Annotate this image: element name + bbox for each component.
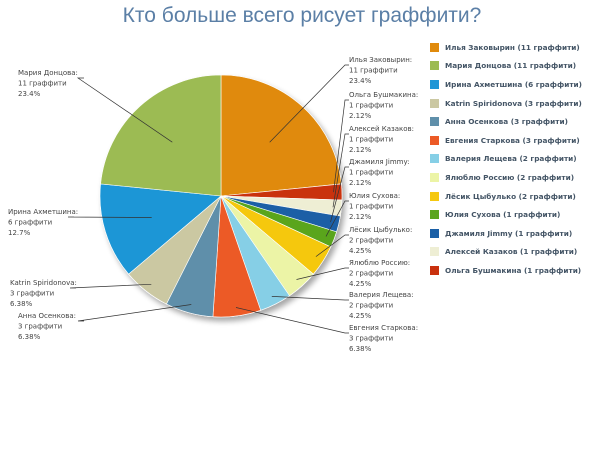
- data-label: Мария Донцова: 11 граффити 23.4%: [18, 69, 78, 98]
- legend-swatch: [430, 210, 439, 220]
- leader-line: [333, 99, 349, 193]
- legend-label: Валерия Лещева (2 граффити): [445, 154, 577, 164]
- data-label: Валерия Лещева: 2 граффити 4.25%: [349, 291, 414, 320]
- data-label: Ольга Бушмакина: 1 граффити 2.12%: [349, 91, 418, 120]
- legend-swatch: [430, 135, 439, 145]
- data-label: Алексей Казаков: 1 граффити 2.12%: [349, 125, 414, 154]
- leader-line: [235, 307, 349, 334]
- legend-swatch: [430, 191, 439, 201]
- leader-line: [296, 267, 349, 280]
- data-label: Ялюблю Россию: 2 граффити 4.25%: [349, 259, 410, 288]
- leader-line: [330, 166, 349, 223]
- leader-line: [271, 296, 349, 301]
- legend-label: Евгения Старкова (3 граффити): [445, 135, 580, 145]
- legend-swatch: [430, 265, 439, 275]
- legend-swatch: [430, 117, 439, 127]
- legend-swatch: [430, 247, 439, 257]
- legend-swatch: [430, 228, 439, 238]
- legend-item: Евгения Старкова (3 граффити): [430, 131, 582, 150]
- legend-label: Мария Донцова (11 граффити): [445, 61, 577, 71]
- legend-label: Анна Осенкова (3 граффити): [445, 117, 568, 127]
- chart-legend: Илья Заковырин (11 граффити) Мария Донцов…: [430, 38, 582, 280]
- data-label: Илья Заковырин: 11 граффити 23.4%: [349, 56, 412, 85]
- legend-swatch: [430, 61, 439, 71]
- leader-line: [269, 64, 349, 143]
- pie-slice: [99, 183, 222, 275]
- legend-label: Ялюблю Россию (2 граффити): [445, 172, 575, 182]
- legend-item: Валерия Лещева (2 граффити): [430, 150, 582, 169]
- data-label: Лёсик Цыбулько: 2 граффити 4.25%: [349, 226, 412, 255]
- data-label: Анна Осенкова: 3 граффити 6.38%: [18, 312, 76, 341]
- pie-slice: [220, 74, 342, 197]
- leader-line: [332, 133, 349, 208]
- leader-line: [67, 216, 152, 218]
- leader-line: [77, 304, 192, 322]
- legend-swatch: [430, 172, 439, 182]
- legend-item: Katrin Spiridonova (3 граффити): [430, 94, 582, 113]
- legend-item: Джамиля Jimmy (1 граффити): [430, 224, 582, 243]
- legend-label: Юлия Сухова (1 граффити): [445, 210, 561, 220]
- chart-title: Кто больше всего рисует граффити?: [122, 4, 482, 27]
- legend-label: Джамиля Jimmy (1 граффити): [445, 228, 573, 238]
- legend-swatch: [430, 154, 439, 164]
- legend-item: Мария Донцова (11 граффити): [430, 57, 582, 76]
- legend-item: Ялюблю Россию (2 граффити): [430, 168, 582, 187]
- legend-swatch: [430, 98, 439, 108]
- legend-label: Katrin Spiridonova (3 граффити): [445, 98, 582, 108]
- legend-label: Ирина Ахметшина (6 граффити): [445, 79, 582, 89]
- leader-line: [69, 283, 152, 289]
- data-label: Ирина Ахметшина: 6 граффити 12.7%: [8, 208, 78, 237]
- leader-line: [325, 200, 349, 237]
- legend-swatch: [430, 42, 439, 52]
- legend-label: Алексей Казаков (1 граффити): [445, 247, 578, 257]
- legend-item: Алексей Казаков (1 граффити): [430, 243, 582, 262]
- legend-item: Илья Заковырин (11 граффити): [430, 38, 582, 57]
- leader-line: [76, 77, 173, 143]
- data-label: Юлия Сухова: 1 граффити 2.12%: [349, 192, 400, 221]
- leader-line: [315, 234, 349, 257]
- legend-label: Ольга Бушмакина (1 граффити): [445, 265, 582, 275]
- legend-item: Юлия Сухова (1 граффити): [430, 205, 582, 224]
- legend-item: Анна Осенкова (3 граффити): [430, 112, 582, 131]
- data-label: Евгения Старкова: 3 граффити 6.38%: [349, 324, 418, 353]
- legend-item: Ирина Ахметшина (6 граффити): [430, 75, 582, 94]
- legend-swatch: [430, 79, 439, 89]
- legend-item: Ольга Бушмакина (1 граффити): [430, 261, 582, 280]
- data-label: Джамиля Jimmy: 1 граффити 2.12%: [349, 158, 409, 187]
- legend-item: Лёсик Цыбулько (2 граффити): [430, 187, 582, 206]
- legend-label: Илья Заковырин (11 граффити): [445, 42, 580, 52]
- legend-label: Лёсик Цыбулько (2 граффити): [445, 191, 576, 201]
- data-label: Katrin Spiridonova: 3 граффити 6.38%: [10, 279, 77, 308]
- pie-slice: [100, 74, 222, 197]
